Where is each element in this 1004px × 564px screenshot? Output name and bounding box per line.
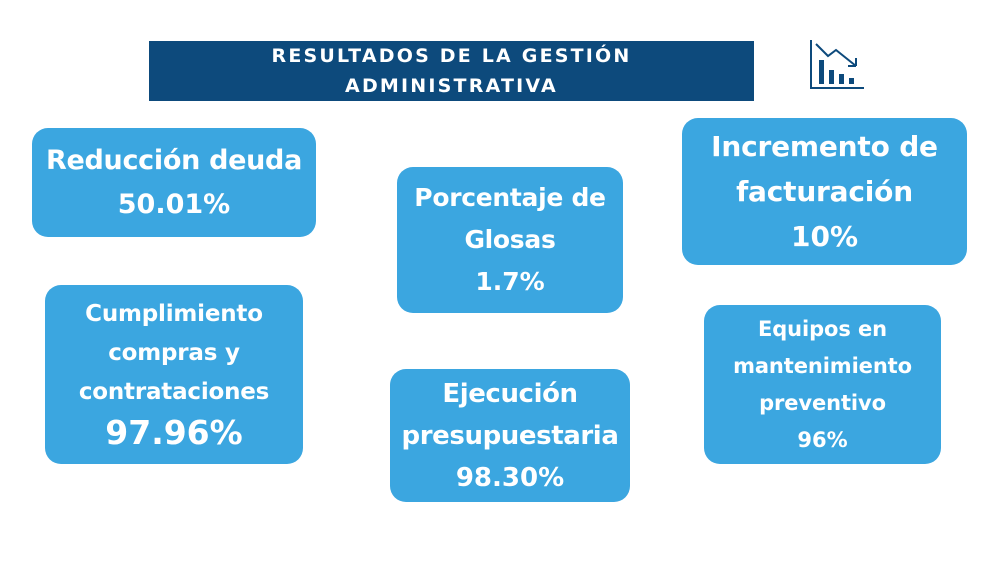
card-porcentaje-glosas: Porcentaje de Glosas 1.7% (397, 167, 623, 313)
card-label-line-2: mantenimiento (733, 353, 912, 378)
card-value: 98.30% (455, 462, 565, 493)
card-reduccion-deuda: Reducción deuda 50.01% (32, 128, 316, 237)
card-label-line-2: compras y (108, 340, 240, 366)
card-value: 10% (790, 220, 859, 253)
card-label-line-1: Ejecución (442, 378, 578, 409)
card-value: 50.01% (117, 188, 231, 220)
card-value: 96% (797, 427, 848, 452)
card-label-line-1: Incremento de (711, 130, 938, 163)
card-label: Reducción deuda (46, 144, 302, 176)
card-label-line-1: Porcentaje de (414, 183, 606, 212)
card-label-line-1: Cumplimiento (85, 301, 263, 327)
card-value: 97.96% (105, 413, 243, 452)
card-label-line-2: presupuestaria (401, 420, 619, 451)
page-title-line-2: ADMINISTRATIVA (345, 75, 558, 97)
page-title: RESULTADOS DE LA GESTIÓN ADMINISTRATIVA (242, 41, 662, 101)
card-label-line-3: contrataciones (78, 379, 270, 405)
card-equipos-mantenimiento: Equipos en mantenimiento preventivo 96% (704, 305, 941, 464)
card-label-line-2: Glosas (464, 225, 556, 254)
declining-bar-chart-icon (810, 40, 864, 89)
card-label-line-2: facturación (736, 175, 913, 208)
card-value: 1.7% (475, 267, 545, 296)
title-banner: RESULTADOS DE LA GESTIÓN ADMINISTRATIVA (149, 41, 754, 101)
card-cumplimiento-compras: Cumplimiento compras y contrataciones 97… (45, 285, 303, 464)
card-ejecucion-presupuestaria: Ejecución presupuestaria 98.30% (390, 369, 630, 502)
card-label-line-1: Equipos en (758, 316, 887, 341)
card-label-line-3: preventivo (759, 390, 886, 415)
card-incremento-facturacion: Incremento de facturación 10% (682, 118, 967, 265)
page-title-line-1: RESULTADOS DE LA GESTIÓN (271, 45, 632, 67)
